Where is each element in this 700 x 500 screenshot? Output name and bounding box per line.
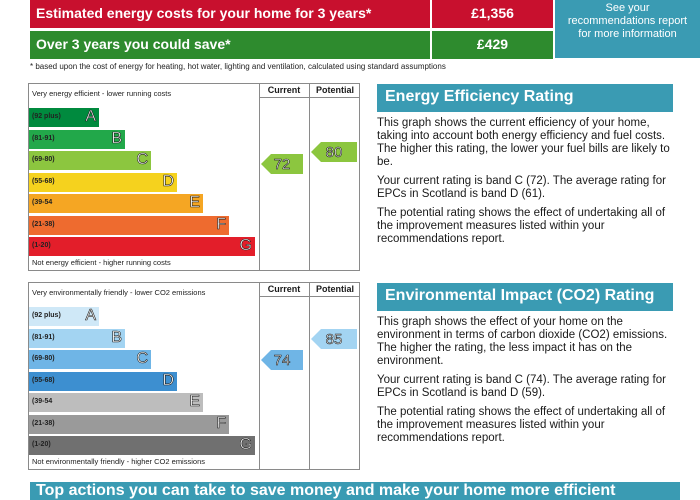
rating-band-b: (81-91) B [29, 328, 125, 348]
rating-band-g: (1-20) G [29, 436, 255, 455]
band-range: (21-38) [32, 220, 55, 228]
potential-rating-pointer: 80 [311, 142, 357, 162]
environmental-impact-chart: Current Potential Very environmentally f… [28, 282, 360, 470]
savings-label: Over 3 years you could save* [30, 31, 430, 59]
band-range: (81-91) [32, 333, 55, 341]
chart-header-line [259, 97, 359, 98]
rating-band-b: (81-91) B [29, 129, 125, 149]
band-letter: B [111, 129, 122, 147]
rating-band-f: (21-38) F [29, 414, 229, 434]
rating-band-e: (39-54 E [29, 393, 203, 412]
band-letter: C [136, 350, 148, 368]
rating-band-a: (92 plus) A [29, 108, 99, 127]
energy-rating-description: This graph shows the current efficiency … [377, 117, 673, 252]
savings-value: £429 [432, 31, 553, 59]
band-range: (92 plus) [32, 113, 61, 120]
band-letter: B [111, 328, 122, 346]
energy-efficiency-chart: Current Potential Very energy efficient … [28, 83, 360, 271]
band-letter: A [85, 108, 96, 126]
band-range: (69-80) [32, 156, 55, 163]
potential-rating-value: 80 [325, 144, 343, 162]
environmental-rating-heading: Environmental Impact (CO2) Rating [377, 283, 673, 311]
band-letter: C [136, 151, 148, 169]
potential-column-header: Potential [315, 284, 354, 294]
band-range: (81-91) [32, 134, 55, 142]
current-column-header: Current [267, 85, 301, 95]
rating-band-d: (55-68) D [29, 371, 177, 391]
estimated-costs-value: £1,356 [432, 0, 553, 28]
band-range: (69-80) [32, 355, 55, 362]
current-rating-pointer: 72 [261, 154, 303, 174]
current-rating-value: 72 [273, 156, 291, 174]
band-range: (55-68) [32, 177, 55, 185]
band-letter: E [189, 393, 200, 411]
band-range: (39-54 [32, 398, 53, 405]
chart-top-caption: Very environmentally friendly - lower CO… [32, 288, 206, 297]
rating-band-c: (69-80) C [29, 350, 151, 369]
energy-paragraph-3: The potential rating shows the effect of… [377, 207, 666, 245]
env-paragraph-2: Your current rating is band C (74). The … [377, 374, 666, 399]
band-range: (1-20) [32, 441, 51, 448]
band-letter: G [239, 436, 252, 454]
recommendations-report-link[interactable]: See your recommendations report for more… [555, 0, 700, 58]
band-range: (21-38) [32, 419, 55, 427]
chart-bottom-caption: Not energy efficient - higher running co… [32, 258, 171, 267]
band-range: (92 plus) [32, 312, 61, 319]
rating-band-c: (69-80) C [29, 151, 151, 170]
rating-band-d: (55-68) D [29, 172, 177, 192]
estimated-costs-row: Estimated energy costs for your home for… [30, 0, 553, 28]
env-paragraph-1: This graph shows the effect of your home… [377, 316, 668, 367]
band-range: (55-68) [32, 376, 55, 384]
chart-bottom-caption: Not environmentally friendly - higher CO… [32, 457, 205, 466]
band-range: (1-20) [32, 242, 51, 249]
band-letter: E [189, 194, 200, 212]
env-paragraph-3: The potential rating shows the effect of… [377, 406, 666, 444]
chart-divider [259, 84, 260, 270]
chart-divider [309, 84, 310, 270]
rating-band-a: (92 plus) A [29, 307, 99, 326]
estimated-costs-label: Estimated energy costs for your home for… [30, 0, 430, 28]
current-rating-pointer: 74 [261, 350, 303, 370]
band-letter: F [216, 414, 226, 432]
environmental-rating-description: This graph shows the effect of your home… [377, 316, 673, 451]
savings-row: Over 3 years you could save* £429 [30, 31, 553, 59]
band-letter: G [239, 237, 252, 255]
chart-divider [259, 283, 260, 469]
band-letter: A [85, 307, 96, 325]
potential-column-header: Potential [315, 85, 354, 95]
band-letter: D [162, 371, 174, 389]
rating-band-e: (39-54 E [29, 194, 203, 213]
band-letter: D [162, 172, 174, 190]
rating-band-g: (1-20) G [29, 237, 255, 256]
energy-paragraph-1: This graph shows the current efficiency … [377, 117, 670, 168]
top-actions-heading: Top actions you can take to save money a… [30, 482, 680, 500]
chart-top-caption: Very energy efficient - lower running co… [32, 89, 172, 98]
potential-rating-value: 85 [325, 331, 343, 349]
energy-rating-heading: Energy Efficiency Rating [377, 84, 673, 112]
band-range: (39-54 [32, 199, 53, 206]
cost-footnote: * based upon the cost of energy for heat… [30, 62, 446, 71]
chart-header-line [259, 296, 359, 297]
current-rating-value: 74 [273, 352, 291, 370]
chart-divider [309, 283, 310, 469]
potential-rating-pointer: 85 [311, 329, 357, 349]
band-letter: F [216, 215, 226, 233]
energy-paragraph-2: Your current rating is band C (72). The … [377, 175, 666, 200]
current-column-header: Current [267, 284, 301, 294]
rating-band-f: (21-38) F [29, 215, 229, 235]
